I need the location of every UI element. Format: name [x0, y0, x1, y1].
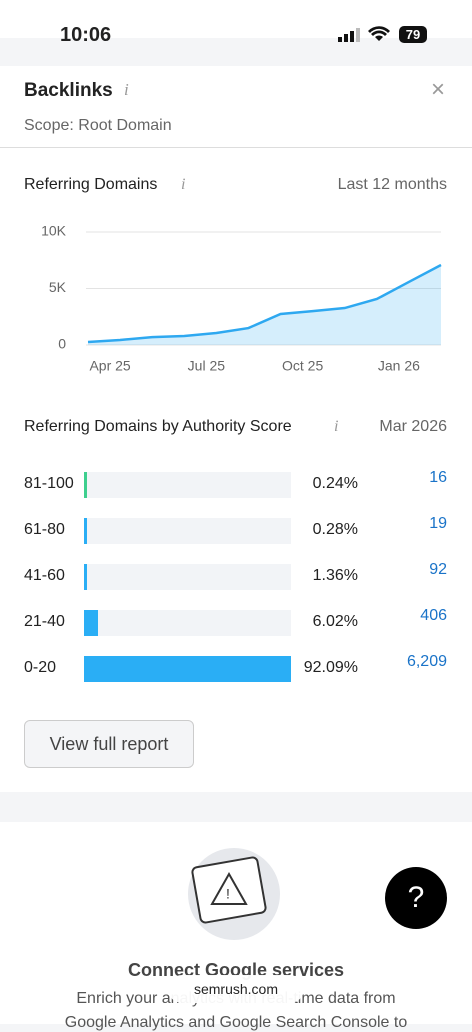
- range-label: 21-40: [24, 613, 65, 630]
- count-link[interactable]: 16: [429, 469, 447, 486]
- section-title: Referring Domains: [24, 176, 158, 193]
- percent-label: 6.02%: [312, 613, 358, 630]
- status-bar: 10:06 79: [0, 0, 472, 46]
- bar-track: [84, 518, 291, 544]
- percent-label: 1.36%: [312, 567, 358, 584]
- bar: [84, 656, 291, 682]
- signal-icon: [338, 28, 360, 42]
- period: Last 12 months: [337, 176, 447, 193]
- wifi-icon: [368, 26, 390, 41]
- bar-track: [84, 472, 291, 498]
- bar: [84, 610, 98, 636]
- bar-track: [84, 564, 291, 590]
- view-report-button[interactable]: View full report: [24, 720, 194, 768]
- divider: [0, 147, 472, 148]
- connect-text: Google Analytics and Google Search Conso…: [64, 1014, 408, 1031]
- svg-text:!: !: [226, 886, 230, 902]
- percent-label: 0.24%: [312, 475, 358, 492]
- x-tick-label: Oct 25: [282, 358, 323, 374]
- range-label: 81-100: [24, 475, 74, 492]
- section-title: Referring Domains by Authority Score: [24, 418, 292, 435]
- y-tick-label: 10K: [41, 223, 67, 239]
- y-tick-label: 5K: [49, 279, 67, 295]
- area: [88, 264, 441, 345]
- authority-rows: 81-100 0.24% 16 61-80 0.28% 19 41-60 1.36% 92 21-…: [0, 66, 472, 792]
- percent-label: 0.28%: [312, 521, 358, 538]
- close-button[interactable]: ×: [431, 76, 446, 103]
- date: Mar 2026: [379, 418, 447, 435]
- help-button[interactable]: ?: [385, 867, 447, 929]
- count-link[interactable]: 19: [429, 515, 447, 532]
- bar: [84, 518, 87, 544]
- x-tick-label: Jul 25: [188, 358, 226, 374]
- scope: Scope: Root Domain: [24, 117, 172, 134]
- x-tick-label: Jan 26: [378, 358, 420, 374]
- backlinks-panel: Backlinks i × Scope: Root Domain Referri…: [0, 66, 472, 792]
- range-label: 61-80: [24, 521, 65, 538]
- illustration: !: [188, 848, 280, 940]
- y-tick-label: 0: [58, 336, 66, 352]
- count-link[interactable]: 6,209: [406, 653, 447, 670]
- bar: [84, 564, 88, 590]
- clock: 10:06: [60, 24, 112, 46]
- range-label: 41-60: [24, 567, 65, 584]
- bar: [84, 472, 87, 498]
- info-icon[interactable]: i: [124, 80, 129, 99]
- info-icon[interactable]: i: [334, 418, 339, 435]
- count-link[interactable]: 92: [429, 561, 447, 578]
- bar-track: [84, 610, 291, 636]
- panel-title: Backlinks: [24, 80, 113, 101]
- x-tick-label: Apr 25: [89, 358, 130, 374]
- battery: 79: [399, 26, 427, 43]
- count-link[interactable]: 406: [420, 607, 447, 624]
- range-label: 0-20: [24, 659, 57, 676]
- line-chart: 0 5K 10K Apr 25 Jul 25 Oct 25 Jan 26: [41, 223, 442, 374]
- url-pill[interactable]: semrush.com: [168, 975, 304, 1003]
- line: [87, 263, 442, 344]
- percent-label: 92.09%: [303, 659, 358, 676]
- info-icon[interactable]: i: [181, 176, 186, 193]
